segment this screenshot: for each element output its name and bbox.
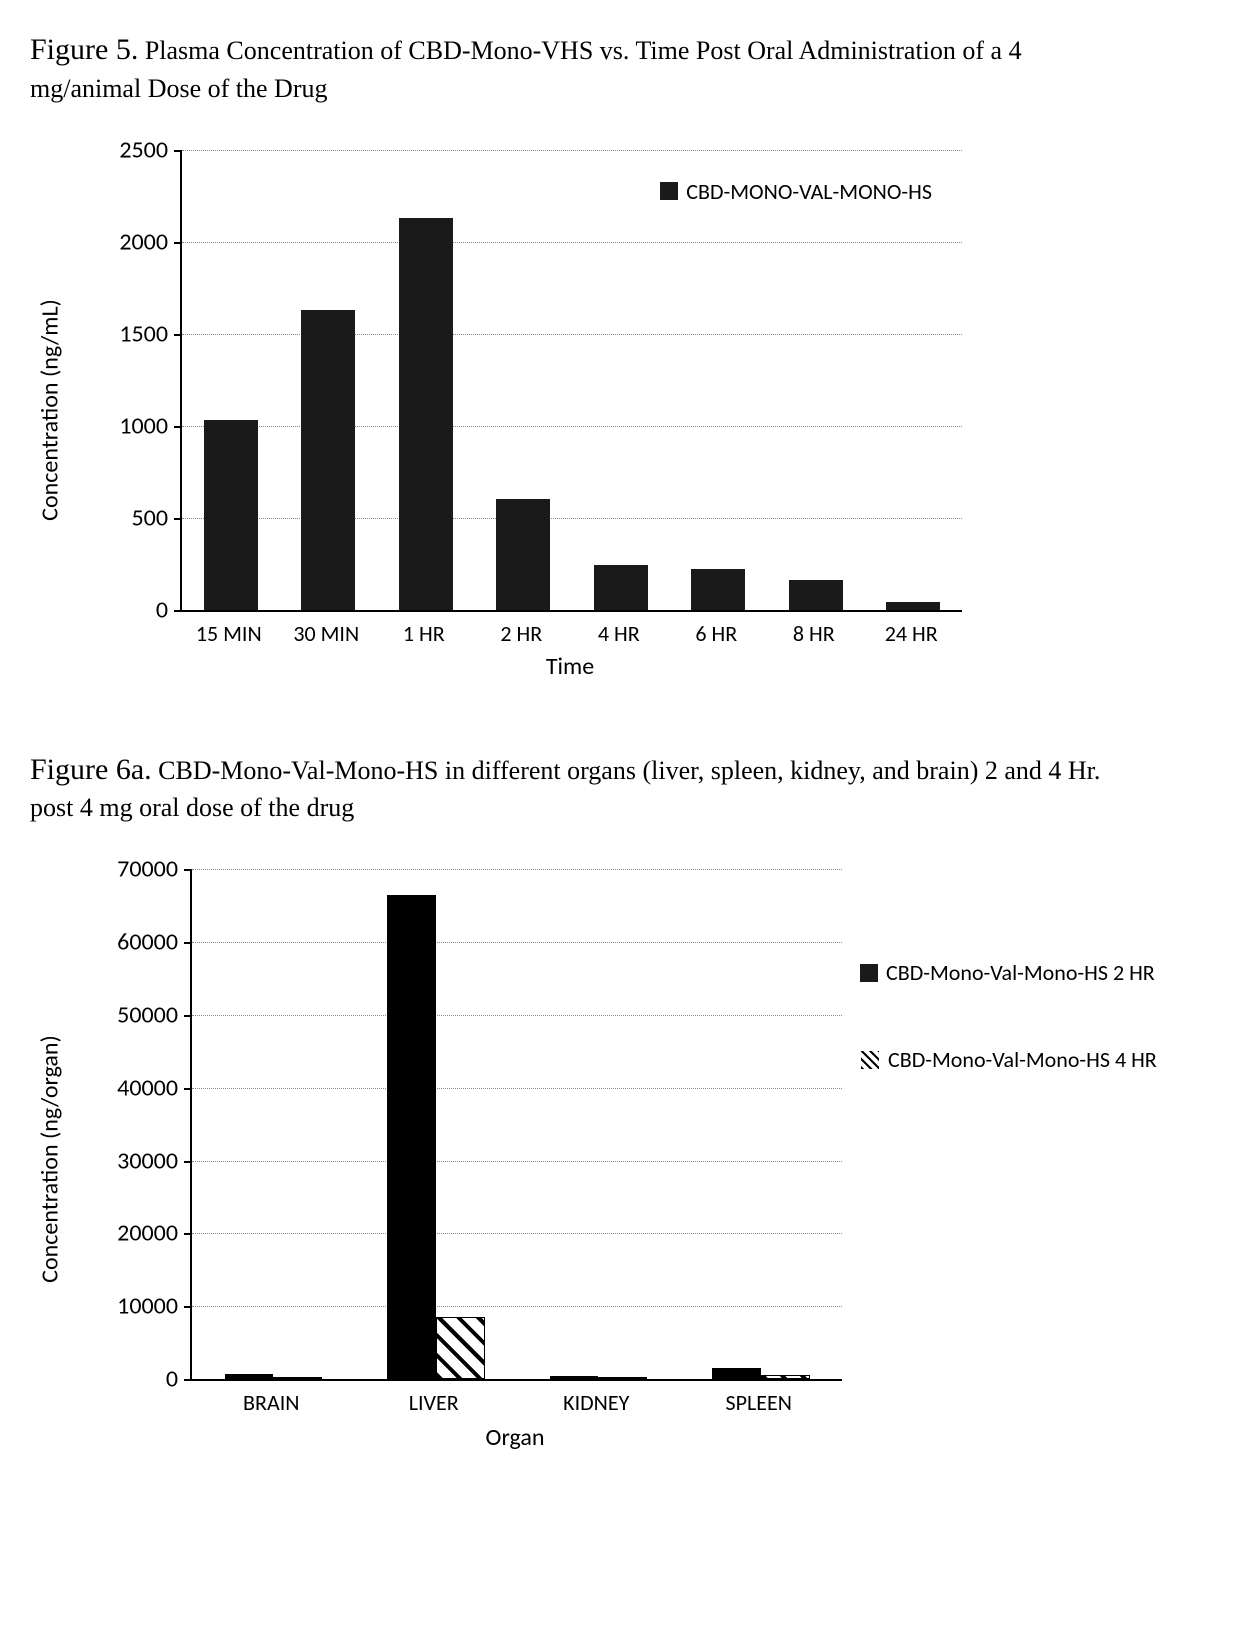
figure-5-caption-text: Plasma Concentration of CBD-Mono-VHS vs.… bbox=[30, 36, 1022, 103]
gridline bbox=[182, 518, 962, 519]
bar bbox=[691, 569, 745, 609]
ytick bbox=[184, 1088, 190, 1090]
ytick bbox=[184, 869, 190, 871]
figure-6a-legend-label-2: CBD-Mono-Val-Mono-HS 4 HR bbox=[888, 1046, 1157, 1073]
ytick bbox=[174, 334, 180, 336]
ytick-label: 10000 bbox=[117, 1292, 178, 1321]
bar-series-1 bbox=[387, 895, 436, 1380]
figure-6a-legend-label-1: CBD-Mono-Val-Mono-HS 2 HR bbox=[886, 959, 1155, 986]
figure-6a-caption-text: CBD-Mono-Val-Mono-HS in different organs… bbox=[30, 756, 1100, 823]
figure-5-ylabel: Concentration (ng/mL) bbox=[36, 299, 65, 521]
ytick bbox=[174, 150, 180, 152]
ytick-label: 50000 bbox=[117, 1000, 178, 1029]
ytick bbox=[184, 1015, 190, 1017]
figure-6a-chart: Concentration (ng/organ) 010000200003000… bbox=[50, 849, 1210, 1469]
bar-series-2 bbox=[273, 1377, 322, 1379]
bar-series-1 bbox=[712, 1368, 761, 1380]
figure-5-plot-area: CBD-MONO-VAL-MONO-HS 0500100015002000250… bbox=[180, 150, 962, 612]
xtick-label: 15 MIN bbox=[196, 620, 262, 647]
gridline bbox=[192, 1015, 842, 1016]
xtick-label: 6 HR bbox=[695, 620, 737, 647]
xtick-label: 1 HR bbox=[403, 620, 445, 647]
ytick bbox=[174, 610, 180, 612]
ytick bbox=[174, 242, 180, 244]
bar-series-1 bbox=[550, 1376, 599, 1380]
figure-6a-caption: Figure 6a. CBD-Mono-Val-Mono-HS in diffe… bbox=[30, 750, 1110, 826]
bar bbox=[204, 420, 258, 610]
xtick-label: 4 HR bbox=[598, 620, 640, 647]
legend-swatch-solid-icon bbox=[860, 964, 878, 982]
xtick-label: SPLEEN bbox=[726, 1389, 792, 1416]
gridline bbox=[182, 242, 962, 243]
ytick bbox=[184, 1161, 190, 1163]
bar-series-2 bbox=[436, 1317, 485, 1379]
figure-5: Figure 5. Plasma Concentration of CBD-Mo… bbox=[20, 30, 1220, 690]
xtick-label: 2 HR bbox=[500, 620, 542, 647]
ytick bbox=[184, 1233, 190, 1235]
xtick-label: LIVER bbox=[409, 1389, 459, 1416]
bar-series-2 bbox=[598, 1377, 647, 1379]
gridline bbox=[182, 150, 962, 151]
ytick bbox=[184, 1306, 190, 1308]
ytick-label: 500 bbox=[132, 503, 169, 532]
xtick-label: BRAIN bbox=[243, 1389, 299, 1416]
bar bbox=[594, 565, 648, 609]
figure-6a-legend-row-1: CBD-Mono-Val-Mono-HS 2 HR bbox=[860, 959, 1210, 986]
ytick bbox=[184, 1379, 190, 1381]
gridline bbox=[192, 869, 842, 870]
figure-6a-xlabel: Organ bbox=[190, 1423, 840, 1452]
bar bbox=[789, 580, 843, 609]
figure-5-chart: Concentration (ng/mL) CBD-MONO-VAL-MONO-… bbox=[60, 130, 1020, 690]
ytick-label: 1000 bbox=[119, 411, 168, 440]
figure-5-legend: CBD-MONO-VAL-MONO-HS bbox=[660, 178, 932, 205]
bar-series-1 bbox=[225, 1374, 274, 1379]
figure-6a-legend: CBD-Mono-Val-Mono-HS 2 HR CBD-Mono-Val-M… bbox=[860, 959, 1210, 1133]
figure-6a-label: Figure 6a. bbox=[30, 753, 152, 786]
gridline bbox=[192, 1306, 842, 1307]
legend-swatch-solid-icon bbox=[660, 182, 678, 200]
gridline bbox=[192, 1161, 842, 1162]
ytick bbox=[184, 942, 190, 944]
figure-6a: Figure 6a. CBD-Mono-Val-Mono-HS in diffe… bbox=[20, 750, 1220, 1470]
figure-5-label: Figure 5. bbox=[30, 33, 138, 66]
figure-5-legend-label: CBD-MONO-VAL-MONO-HS bbox=[686, 178, 932, 205]
figure-5-xlabels: 15 MIN 30 MIN 1 HR 2 HR 4 HR 6 HR 8 HR 24 HR bbox=[180, 620, 960, 650]
figure-6a-plot-area: 010000200003000040000500006000070000 bbox=[190, 869, 842, 1381]
ytick-label: 1500 bbox=[119, 319, 168, 348]
gridline bbox=[192, 942, 842, 943]
figure-6a-legend-row-2: CBD-Mono-Val-Mono-HS 4 HR bbox=[860, 1046, 1210, 1073]
gridline bbox=[182, 426, 962, 427]
ytick-label: 60000 bbox=[117, 928, 178, 957]
ytick-label: 2500 bbox=[119, 135, 168, 164]
gridline bbox=[192, 1088, 842, 1089]
xtick-label: KIDNEY bbox=[563, 1389, 629, 1416]
ytick-label: 70000 bbox=[117, 855, 178, 884]
ytick bbox=[174, 518, 180, 520]
bar bbox=[399, 218, 453, 610]
figure-5-caption: Figure 5. Plasma Concentration of CBD-Mo… bbox=[30, 30, 1110, 106]
gridline bbox=[182, 334, 962, 335]
ytick-label: 0 bbox=[166, 1365, 178, 1394]
figure-6a-ylabel: Concentration (ng/organ) bbox=[36, 1035, 65, 1283]
ytick-label: 30000 bbox=[117, 1146, 178, 1175]
bar bbox=[496, 499, 550, 609]
xtick-label: 24 HR bbox=[885, 620, 938, 647]
ytick bbox=[174, 426, 180, 428]
ytick-label: 40000 bbox=[117, 1073, 178, 1102]
figure-6a-xlabels: BRAIN LIVER KIDNEY SPLEEN bbox=[190, 1389, 840, 1419]
ytick-label: 2000 bbox=[119, 227, 168, 256]
ytick-label: 0 bbox=[156, 595, 168, 624]
xtick-label: 30 MIN bbox=[293, 620, 359, 647]
figure-5-xlabel: Time bbox=[180, 652, 960, 681]
bar-series-2 bbox=[761, 1375, 810, 1379]
xtick-label: 8 HR bbox=[793, 620, 835, 647]
bar bbox=[886, 602, 940, 609]
bar bbox=[301, 310, 355, 610]
gridline bbox=[192, 1233, 842, 1234]
legend-swatch-hatch-icon bbox=[860, 1050, 880, 1070]
ytick-label: 20000 bbox=[117, 1219, 178, 1248]
